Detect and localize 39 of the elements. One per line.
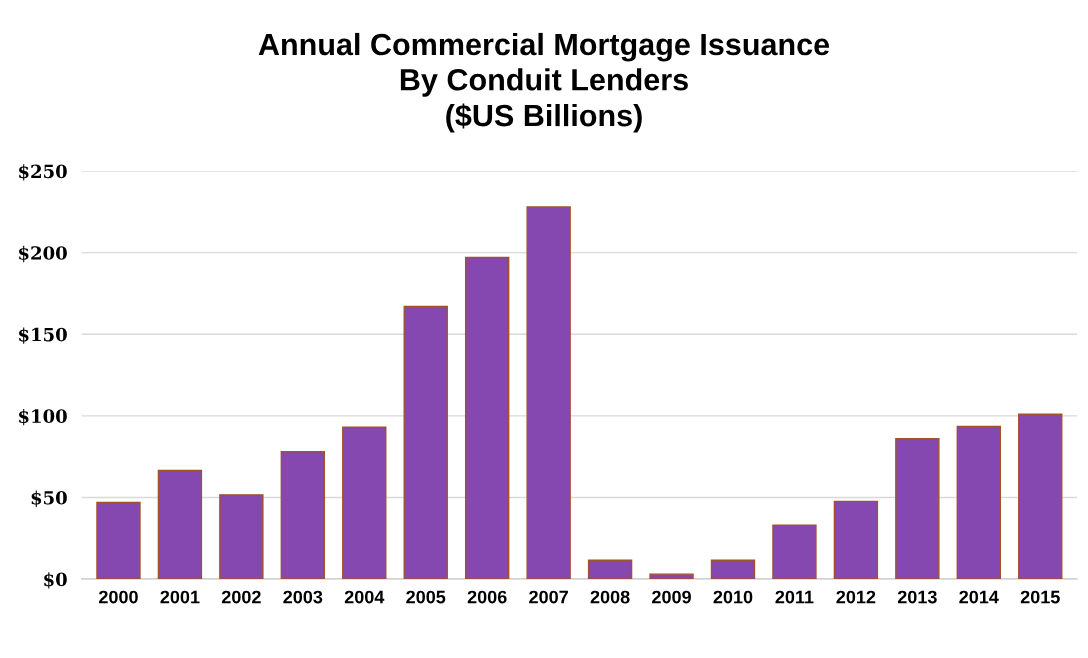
y-tick-label: $200 — [19, 245, 67, 263]
bar — [710, 559, 756, 580]
y-tick-label: $50 — [31, 490, 67, 507]
x-tick-label: 2010 — [713, 590, 753, 604]
bar — [587, 559, 633, 580]
x-tick-label: 2011 — [775, 590, 814, 604]
x-tick-label: 2015 — [1020, 590, 1060, 604]
y-tick-label: $250 — [19, 164, 67, 181]
bar — [649, 573, 694, 580]
x-tick-label: 2014 — [959, 590, 999, 604]
x-tick-label: 2009 — [652, 590, 691, 604]
bar — [464, 256, 510, 580]
x-tick-label: 2012 — [836, 590, 876, 604]
x-tick-label: 2000 — [99, 590, 138, 604]
chart-title: Annual Commercial Mortgage Issuance By Conduit Lenders ($US Billions) — [258, 32, 830, 133]
x-tick-label: 2008 — [590, 590, 630, 604]
bar — [280, 451, 326, 580]
y-tick-label: $0 — [44, 572, 67, 589]
bar — [833, 500, 879, 580]
bar — [895, 438, 940, 580]
x-tick-label: 2007 — [529, 590, 568, 604]
x-tick-label: 2013 — [897, 590, 937, 604]
x-tick-label: 2001 — [160, 590, 200, 604]
bar — [1018, 413, 1063, 580]
bar — [403, 305, 448, 580]
y-tick-label: $100 — [19, 408, 67, 426]
x-tick-label: 2003 — [283, 590, 323, 604]
bar — [526, 206, 571, 580]
bar — [342, 426, 387, 580]
bar — [772, 524, 817, 580]
x-tick-label: 2005 — [406, 590, 446, 604]
bar — [956, 425, 1002, 580]
bar — [219, 494, 264, 580]
y-tick-label: $150 — [19, 327, 67, 344]
x-tick-label: 2004 — [344, 590, 385, 604]
bar — [157, 469, 203, 580]
x-tick-label: 2002 — [221, 590, 261, 604]
bar — [96, 501, 141, 580]
x-tick-label: 2006 — [467, 590, 507, 604]
